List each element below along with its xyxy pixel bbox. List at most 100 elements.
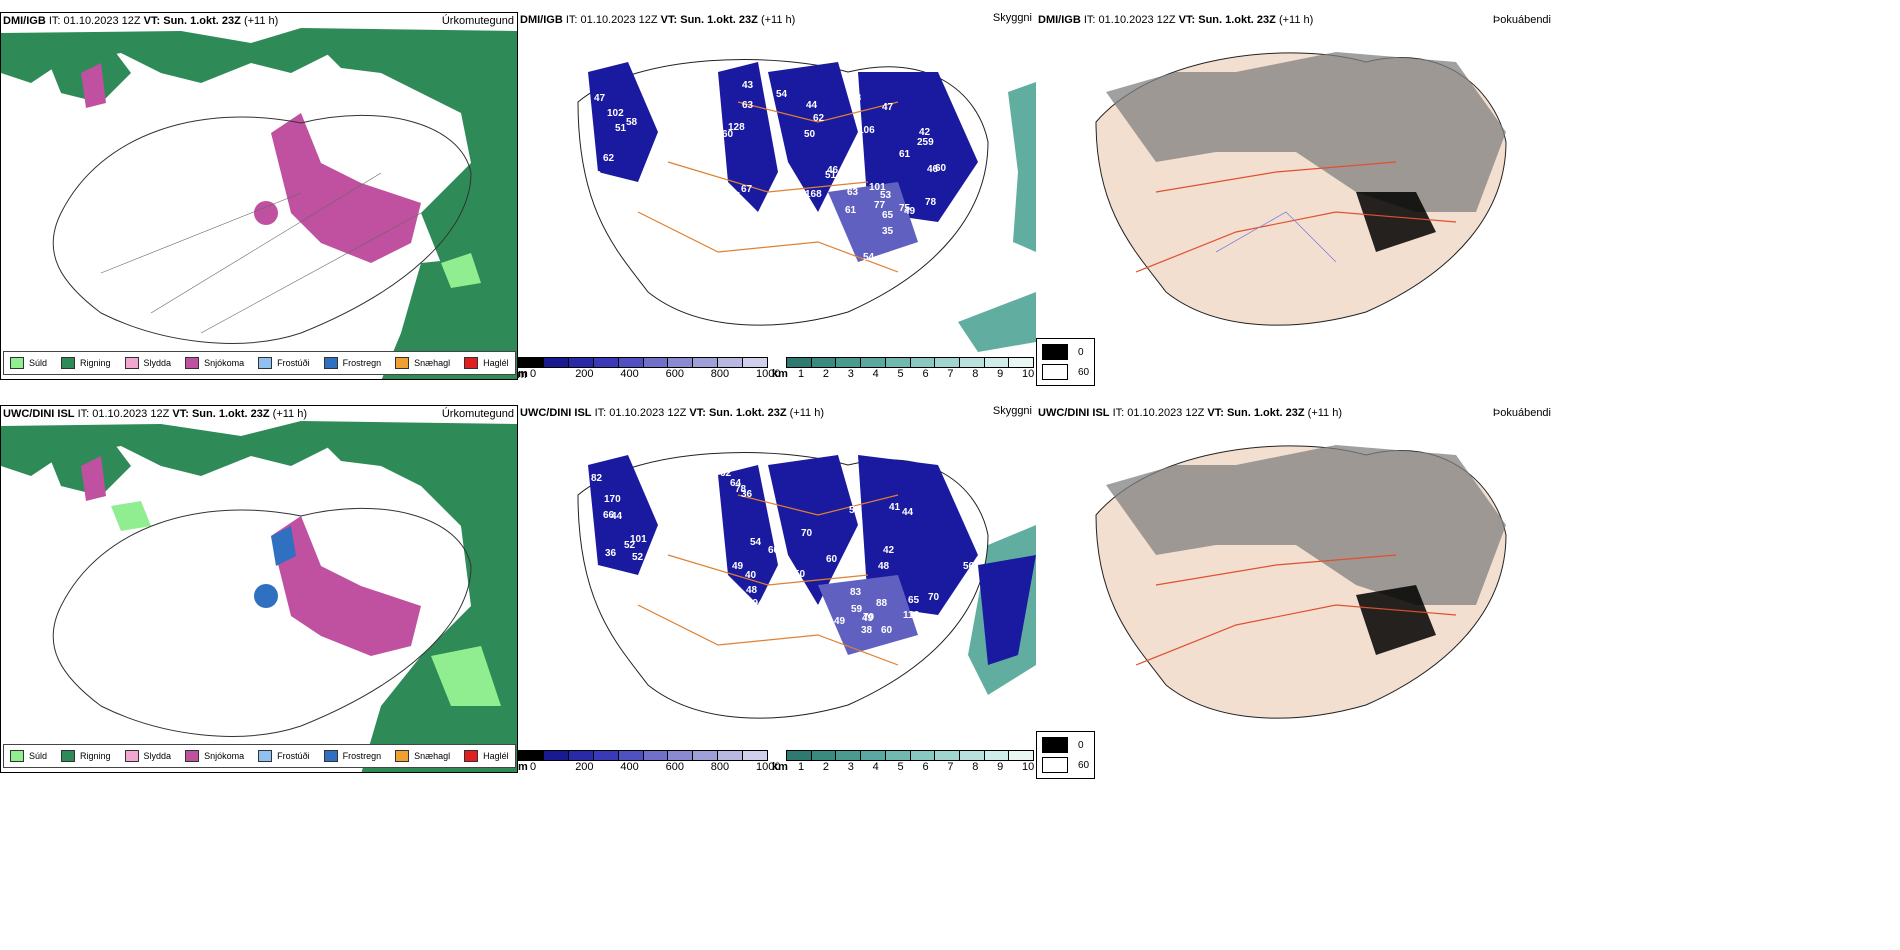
colorbar-unit: km <box>772 368 788 380</box>
visibility-value: 65 <box>908 595 920 606</box>
legend-item: Snæhagl <box>395 750 450 762</box>
visibility-value: 66 <box>834 239 846 250</box>
colorbar-tick-label: 5 <box>897 761 904 773</box>
visibility-value: 101 <box>869 182 886 193</box>
visibility-value: 49 <box>767 203 779 214</box>
vis-m-ticks-2: m 0 200 400 600 800 1000 <box>518 761 780 775</box>
legend-item: Snjókoma <box>185 750 244 762</box>
visibility-value: 62 <box>813 113 825 124</box>
visibility-value: 47 <box>882 102 894 113</box>
cloud-legend-1: 0 60 <box>1036 338 1096 386</box>
visibility-value: 60 <box>722 129 734 140</box>
legend-item: Frostúði <box>258 357 310 369</box>
legend-swatch <box>258 357 273 369</box>
legend-item: Slydda <box>124 750 171 762</box>
colorbar-strip <box>786 357 1034 368</box>
cloud-map-2 <box>1095 445 1507 719</box>
legend-swatch <box>185 750 200 762</box>
legend-swatch <box>323 357 338 369</box>
colorbar-tick-label: 600 <box>665 368 684 380</box>
panel-title: Þokuábendi <box>1492 14 1551 26</box>
colorbar-tick-label: 1000 <box>756 761 781 773</box>
visibility-value: 65 <box>882 210 894 221</box>
precip-map-2 <box>1 421 517 772</box>
visibility-value: 58 <box>626 117 638 128</box>
visibility-value: 168 <box>805 189 822 200</box>
visibility-value: 47 <box>594 93 606 104</box>
visibility-value: 67 <box>961 475 973 486</box>
colorbar-tick-label: 8 <box>972 368 979 380</box>
colorbar-strip <box>518 750 768 761</box>
vis-m-colorbar-1: m <box>517 357 768 382</box>
colorbar-tick-label: 2 <box>822 368 829 380</box>
visibility-value: 60 <box>790 606 802 617</box>
precip-legend: Súld Rigning Slydda Snjókoma Frostúði Fr… <box>3 351 516 375</box>
legend-swatch <box>10 750 24 762</box>
colorbar-tick-label: 3 <box>847 368 854 380</box>
legend-item: Frostúði <box>258 750 310 762</box>
visibility-value: 43 <box>742 80 754 91</box>
colorbar-unit: m <box>518 761 528 773</box>
visibility-value: 405 <box>647 98 664 109</box>
visibility-value: 78 <box>925 197 937 208</box>
visibility-value: 40 <box>745 570 757 581</box>
colorbar-tick-label: 200 <box>575 368 594 380</box>
visibility-value: 35 <box>882 226 894 237</box>
colorbar-tick-label: 0 <box>530 368 537 380</box>
colorbar-tick-label: 4 <box>872 761 879 773</box>
visibility-value: 82 <box>591 473 603 484</box>
colorbar-tick-label: 8 <box>972 761 979 773</box>
visibility-value: 49 <box>834 616 846 627</box>
panel-header: DMI/IGB IT: 01.10.2023 12Z VT: Sun. 1.ok… <box>520 14 796 26</box>
colorbar-tick-label: 400 <box>620 368 639 380</box>
colorbar-unit: km <box>772 761 788 773</box>
panel-title: Þokuábendi <box>1492 407 1551 419</box>
visibility-value: 68 <box>850 93 862 104</box>
vis-m-colorbar-2 <box>518 750 768 761</box>
vis-km-colorbar-1 <box>786 357 1034 368</box>
visibility-value: 106 <box>858 125 875 136</box>
colorbar-tick-label: 5 <box>897 368 904 380</box>
visibility-value: 51 <box>825 170 837 181</box>
legend-item: Haglél <box>464 750 509 762</box>
legend-swatch <box>10 357 24 369</box>
panel-title: Skyggni <box>992 12 1032 24</box>
visibility-value: 44 <box>902 507 914 518</box>
visibility-value: 78 <box>735 484 747 495</box>
legend-item: Súld <box>10 750 47 762</box>
visibility-value: 170 <box>604 494 621 505</box>
visibility-value: 61 <box>899 149 911 160</box>
cloud-panel-1: DMI/IGB IT: 01.10.2023 12Z VT: Sun. 1.ok… <box>1036 12 1554 380</box>
legend-swatch <box>464 357 479 369</box>
visibility-value: 49 <box>862 613 874 624</box>
visibility-value: 61 <box>845 205 857 216</box>
legend-item: Snæhagl <box>395 357 450 369</box>
colorbar-strip <box>786 750 1034 761</box>
colorbar-tick-label: 10 <box>1022 761 1035 773</box>
legend-swatch <box>61 750 76 762</box>
visibility-map-1: 3760686177556362101615655444235474310646… <box>577 59 1036 352</box>
legend-item: Haglél <box>464 357 509 369</box>
visibility-value: 49 <box>784 588 796 599</box>
vis-km-colorbar-2 <box>786 750 1034 761</box>
legend-swatch <box>464 750 479 762</box>
visibility-value: 62 <box>603 153 615 164</box>
visibility-value: 66 <box>603 510 615 521</box>
visibility-value: 55 <box>729 191 741 202</box>
visibility-value: 37 <box>650 175 662 186</box>
colorbar-tick-label: 6 <box>922 761 929 773</box>
colorbar-tick-label: 9 <box>997 368 1004 380</box>
cloud-panel-2: UWC/DINI ISL IT: 01.10.2023 12Z VT: Sun.… <box>1036 405 1554 773</box>
legend-item: Frostregn <box>323 357 381 369</box>
colorbar-tick-label: 0 <box>530 761 537 773</box>
panel-header: DMI/IGB IT: 01.10.2023 12Z VT: Sun. 1.ok… <box>1038 14 1314 26</box>
vis-km-ticks-1: km 1 2 3 4 5 6 7 8 9 10 <box>772 368 1034 382</box>
legend-swatch <box>61 357 76 369</box>
legend-item: Rigning <box>61 357 111 369</box>
legend-swatch <box>124 357 139 369</box>
panel-title: Skyggni <box>992 405 1032 417</box>
visibility-panel-2: 82 62 60 67 65 52 36 50 49 60 36 54 60 48 38 44 40 49 41 59… <box>518 405 1036 773</box>
vis-km-ticks-2: km 1 2 3 4 5 6 7 8 9 10 <box>772 761 1035 775</box>
panel-title: Úrkomutegund <box>441 15 514 27</box>
visibility-value: 48 <box>746 585 758 596</box>
